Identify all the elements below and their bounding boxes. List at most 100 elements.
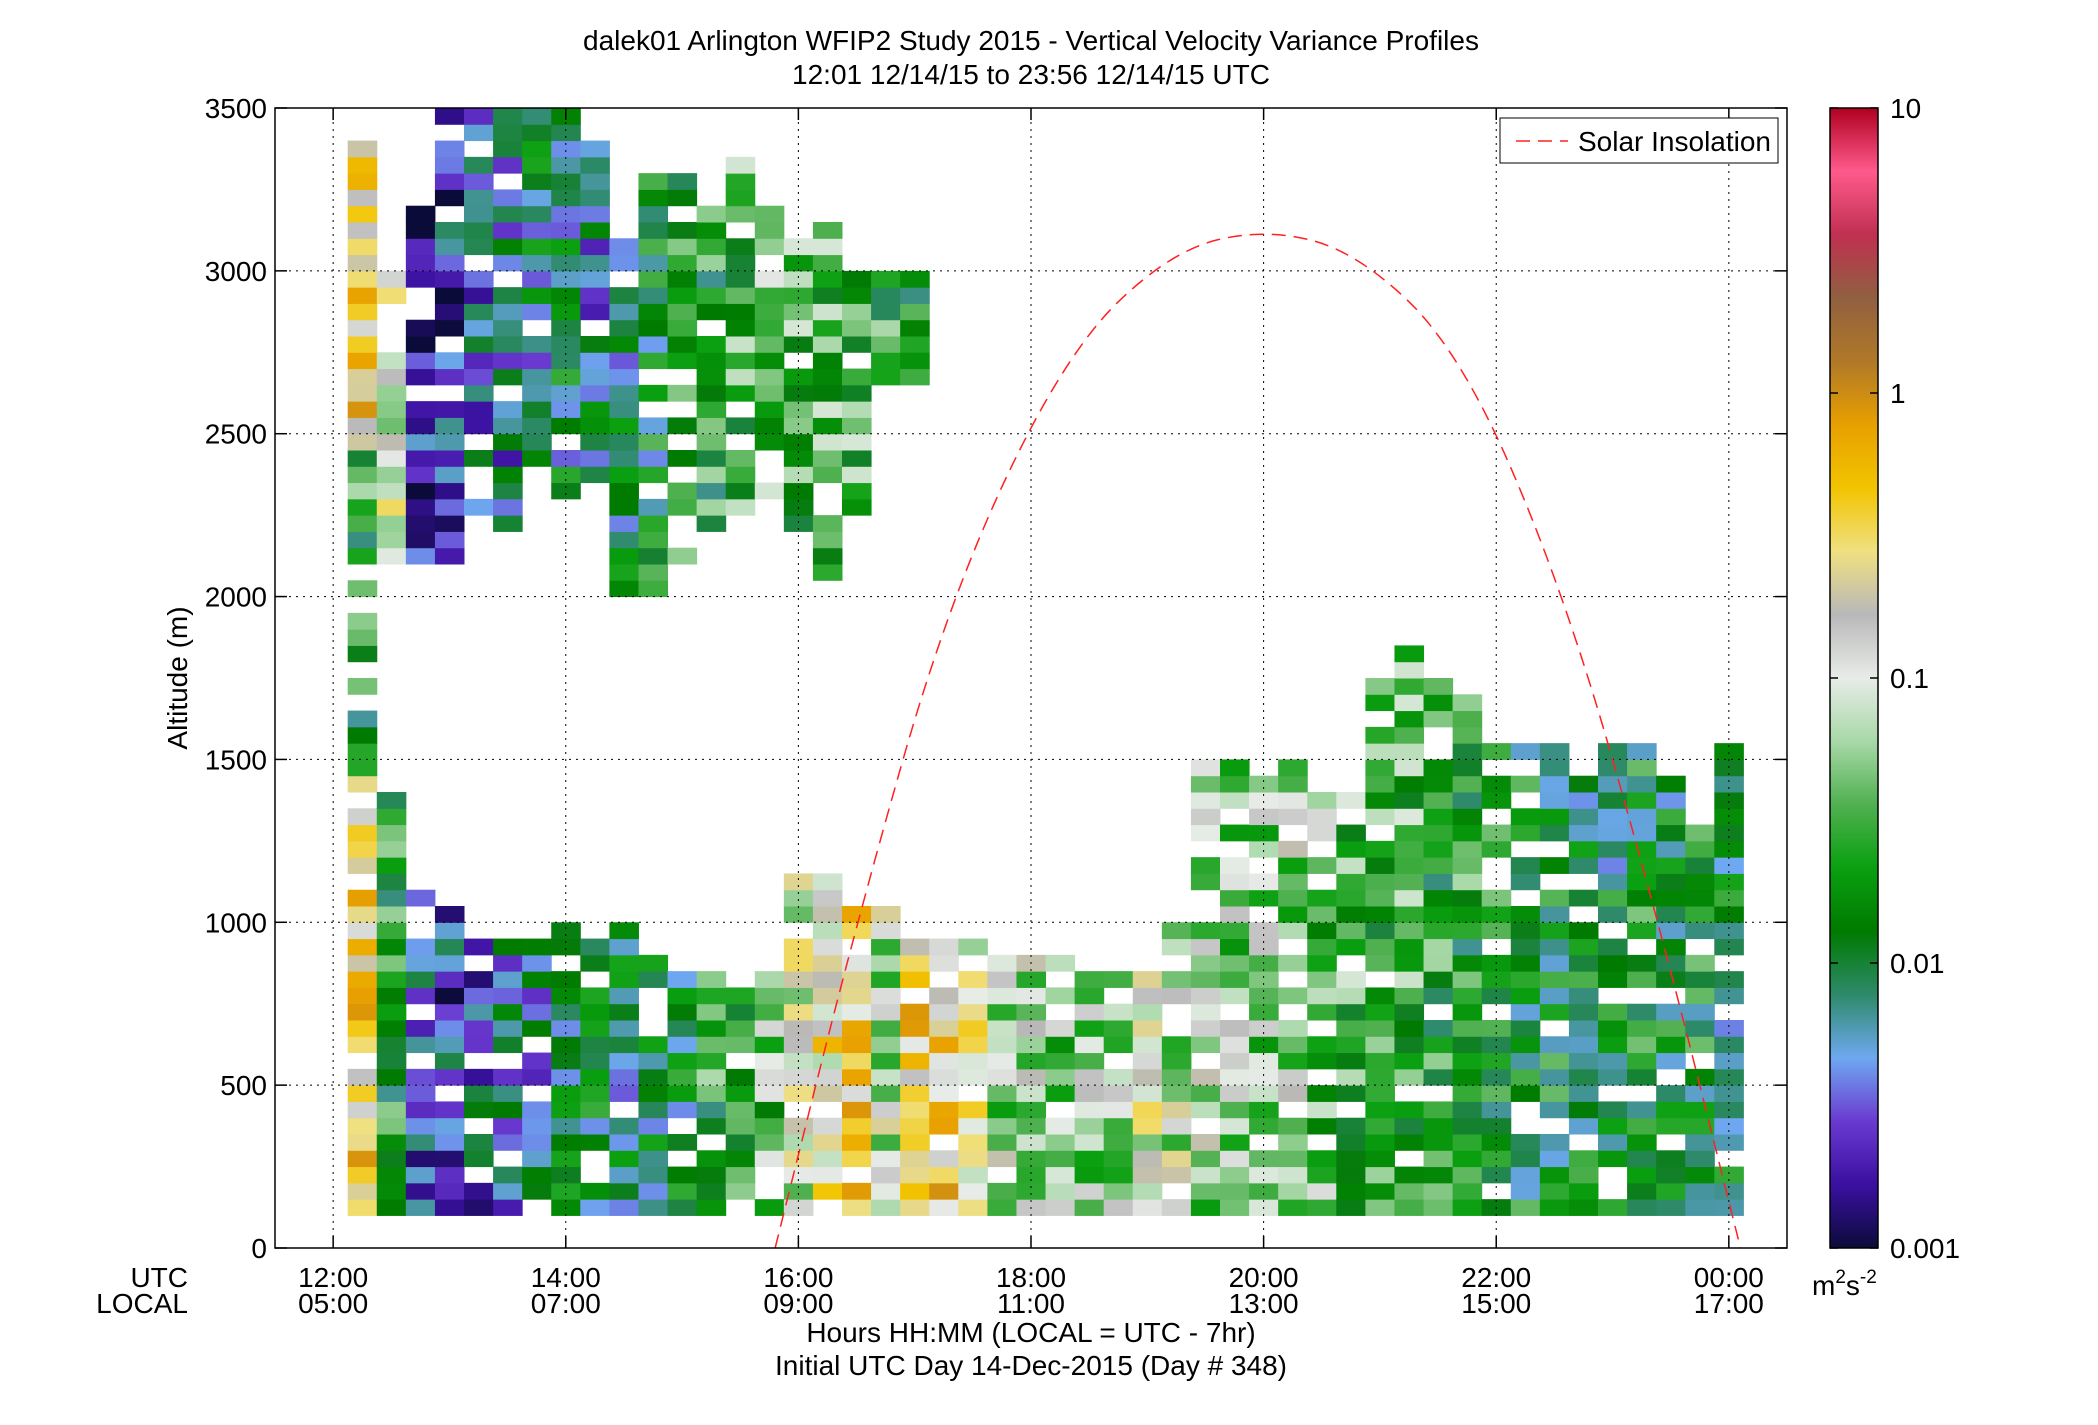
heatmap-cell bbox=[376, 857, 407, 874]
heatmap-cell bbox=[347, 645, 378, 663]
heatmap-cell bbox=[464, 189, 494, 207]
heatmap-cell bbox=[1336, 971, 1366, 988]
heatmap-cell bbox=[725, 1036, 756, 1054]
heatmap-cell bbox=[1423, 1020, 1454, 1037]
x-tick-label-local: 13:00 bbox=[1229, 1288, 1299, 1319]
heatmap-cell bbox=[812, 1052, 843, 1070]
heatmap-cell bbox=[609, 1117, 639, 1135]
heatmap-cell bbox=[696, 1036, 727, 1054]
heatmap-cell bbox=[1598, 1134, 1628, 1151]
heatmap-cell bbox=[1132, 1020, 1163, 1037]
heatmap-cell bbox=[1394, 792, 1425, 809]
heatmap-cell bbox=[812, 1117, 843, 1135]
heatmap-cell bbox=[405, 889, 436, 907]
heatmap-cell bbox=[842, 1199, 872, 1216]
heatmap-cell bbox=[1714, 1117, 1744, 1135]
heatmap-cell bbox=[405, 450, 436, 467]
heatmap-cell bbox=[667, 254, 698, 272]
heatmap-cell bbox=[551, 384, 581, 402]
heatmap-cell bbox=[551, 270, 581, 288]
heatmap-cell bbox=[1336, 1068, 1366, 1086]
heatmap-cell bbox=[1161, 1150, 1192, 1168]
heatmap-cell bbox=[493, 401, 523, 418]
heatmap-cell bbox=[464, 352, 494, 370]
colorbar: 0.001 0.01 0.1 1 10 m2s-2 bbox=[1812, 93, 1960, 1301]
heatmap-cell bbox=[1627, 840, 1657, 858]
heatmap-cell bbox=[493, 303, 523, 321]
heatmap-cell bbox=[434, 954, 465, 972]
heatmap-cell bbox=[1656, 775, 1686, 793]
heatmap-cell bbox=[1539, 1052, 1570, 1070]
heatmap-cell bbox=[1423, 775, 1454, 793]
x-tick-label-local: 05:00 bbox=[298, 1288, 368, 1319]
heatmap-cell bbox=[1190, 1020, 1221, 1037]
heatmap-cell bbox=[464, 1036, 494, 1054]
heatmap-cell bbox=[1365, 922, 1395, 940]
heatmap-cell bbox=[580, 433, 610, 451]
heatmap-cell bbox=[1481, 1036, 1512, 1054]
heatmap-cell bbox=[551, 1068, 581, 1086]
heatmap-cell bbox=[1423, 873, 1454, 891]
heatmap-cell bbox=[376, 1182, 407, 1200]
heatmap-cell bbox=[464, 417, 494, 435]
heatmap-cell bbox=[1568, 1020, 1599, 1037]
heatmap-cell bbox=[1627, 808, 1657, 826]
heatmap-cell bbox=[1685, 1182, 1715, 1200]
heatmap-cell bbox=[1685, 1166, 1715, 1184]
heatmap-cell bbox=[1190, 987, 1221, 1005]
heatmap-cell bbox=[725, 270, 756, 288]
heatmap-cell bbox=[783, 873, 814, 891]
heatmap-cell bbox=[638, 270, 669, 288]
heatmap-cell bbox=[1627, 1134, 1657, 1151]
heatmap-cell bbox=[638, 336, 669, 353]
heatmap-cell bbox=[696, 1199, 727, 1216]
heatmap-cell bbox=[376, 270, 407, 288]
heatmap-cell bbox=[551, 1036, 581, 1054]
heatmap-cell bbox=[987, 1052, 1017, 1070]
heatmap-cell bbox=[347, 1036, 378, 1054]
heatmap-cell bbox=[754, 1003, 785, 1021]
heatmap-cell bbox=[754, 1134, 785, 1151]
heatmap-cell bbox=[1568, 1182, 1599, 1200]
heatmap-cell bbox=[1190, 824, 1221, 842]
heatmap-cell bbox=[1452, 1134, 1483, 1151]
heatmap-cell bbox=[1510, 922, 1541, 940]
heatmap-cell bbox=[812, 1003, 843, 1021]
heatmap-cell bbox=[638, 1182, 669, 1200]
heatmap-cell bbox=[1452, 743, 1483, 760]
heatmap-cell bbox=[376, 873, 407, 891]
heatmap-cell bbox=[493, 1036, 523, 1054]
heatmap-cell bbox=[958, 1052, 988, 1070]
heatmap-cell bbox=[1452, 1003, 1483, 1021]
heatmap-cell bbox=[1220, 1117, 1250, 1135]
heatmap-cell bbox=[871, 954, 901, 972]
heatmap-cell bbox=[405, 401, 436, 418]
heatmap-cell bbox=[1394, 743, 1425, 760]
heatmap-cell bbox=[1394, 1003, 1425, 1021]
heatmap-cell bbox=[958, 938, 988, 956]
heatmap-cell bbox=[405, 222, 436, 239]
heatmap-cell bbox=[783, 1182, 814, 1200]
heatmap-cell bbox=[464, 336, 494, 353]
heatmap-cell bbox=[376, 938, 407, 956]
heatmap-cell bbox=[522, 336, 552, 353]
heatmap-cell bbox=[1016, 1036, 1047, 1054]
heatmap-cell bbox=[1307, 889, 1337, 907]
heatmap-cell bbox=[1685, 873, 1715, 891]
heatmap-cell bbox=[522, 287, 552, 304]
heatmap-cell bbox=[609, 954, 639, 972]
heatmap-cell bbox=[434, 238, 465, 256]
heatmap-cell bbox=[1045, 1036, 1076, 1054]
heatmap-cell bbox=[493, 1182, 523, 1200]
heatmap-cell bbox=[376, 922, 407, 940]
heatmap-cell bbox=[376, 531, 407, 549]
heatmap-cell bbox=[609, 1052, 639, 1070]
heatmap-cell bbox=[1336, 1020, 1366, 1037]
heatmap-cell bbox=[522, 971, 552, 988]
heatmap-cell bbox=[1336, 873, 1366, 891]
heatmap-cell bbox=[1627, 1101, 1657, 1119]
heatmap-cell bbox=[493, 124, 523, 142]
heatmap-cell bbox=[1539, 759, 1570, 777]
heatmap-cell bbox=[405, 1117, 436, 1135]
heatmap-cell bbox=[1510, 775, 1541, 793]
